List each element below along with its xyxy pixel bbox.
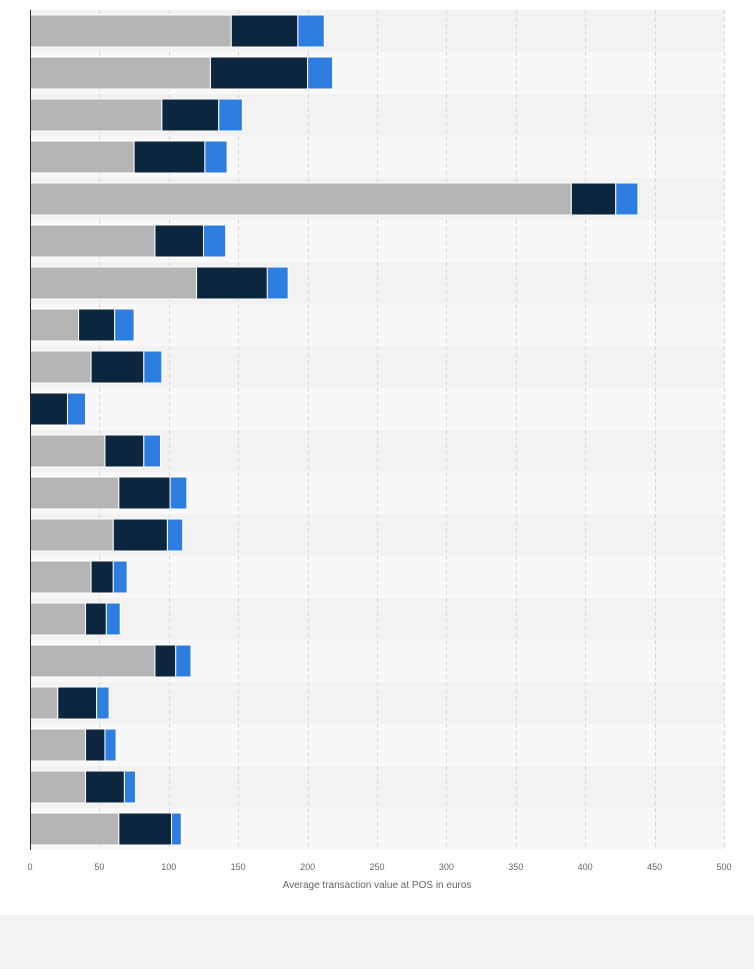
bar-segment-series-3[interactable] (166, 518, 184, 552)
bar-segment-series-3[interactable] (307, 56, 334, 90)
x-tick-label: 250 (369, 862, 384, 872)
bar-segment-series-2[interactable] (104, 434, 145, 468)
bar-segment-series-1[interactable] (29, 14, 232, 48)
bar-segment-series-1[interactable] (29, 56, 211, 90)
bar-segment-series-1[interactable] (29, 476, 120, 510)
x-tick-label: 200 (300, 862, 315, 872)
bar-segment-series-3[interactable] (218, 98, 243, 132)
bar-segment-series-2[interactable] (90, 350, 145, 384)
bar-segment-series-1[interactable] (29, 98, 163, 132)
x-axis-title: Average transaction value at POS in euro… (283, 880, 472, 891)
bar-segment-series-3[interactable] (204, 140, 228, 174)
bar-segment-series-3[interactable] (105, 602, 121, 636)
x-tick-label: 100 (161, 862, 176, 872)
bar-segment-series-3[interactable] (104, 728, 117, 762)
bar-segment-series-1[interactable] (29, 602, 87, 636)
bar-segment-series-1[interactable] (29, 224, 156, 258)
bar-segment-series-2[interactable] (230, 14, 299, 48)
x-tick-label: 400 (578, 862, 593, 872)
bar-segment-series-1[interactable] (29, 728, 87, 762)
bar-segment-series-2[interactable] (209, 56, 309, 90)
bar-segment-series-2[interactable] (85, 770, 125, 804)
x-tick-labels: 0 50 100 150 200 250 300 350 400 450 500 (27, 862, 731, 872)
x-tick-label: 150 (231, 862, 246, 872)
bar-segment-series-1[interactable] (29, 812, 120, 846)
bar-segment-series-3[interactable] (175, 644, 192, 678)
bar-segment-series-2[interactable] (112, 518, 168, 552)
x-tick-label: 350 (508, 862, 523, 872)
bar-segment-series-2[interactable] (85, 728, 106, 762)
bar-segment-series-1[interactable] (29, 560, 92, 594)
bar-segment-series-1[interactable] (29, 770, 87, 804)
x-tick-label: 0 (27, 862, 32, 872)
bar-segment-series-3[interactable] (143, 434, 161, 468)
bar-segment-series-1[interactable] (29, 644, 156, 678)
stacked-bar-chart: 0 50 100 150 200 250 300 350 400 450 500 Average t… (27, 10, 732, 891)
bar-segment-series-3[interactable] (112, 560, 128, 594)
bar-segment-series-2[interactable] (78, 308, 116, 342)
bar-segment-series-1[interactable] (29, 434, 106, 468)
bar-segment-series-2[interactable] (570, 182, 617, 216)
bar-segment-series-1[interactable] (29, 518, 114, 552)
bars-group (29, 14, 639, 846)
bar-segment-series-2[interactable] (118, 476, 171, 510)
x-tick-label: 500 (716, 862, 731, 872)
x-tick-label: 50 (94, 862, 104, 872)
bar-segment-series-3[interactable] (266, 266, 289, 300)
bar-segment-series-2[interactable] (57, 686, 98, 720)
bar-segment-series-1[interactable] (29, 350, 92, 384)
bar-segment-series-2[interactable] (118, 812, 173, 846)
bar-segment-series-1[interactable] (29, 686, 59, 720)
bar-segment-series-3[interactable] (114, 308, 135, 342)
bar-segment-series-2[interactable] (133, 140, 206, 174)
bar-segment-series-3[interactable] (66, 392, 87, 426)
bar-segment-series-1[interactable] (29, 182, 572, 216)
bar-segment-series-2[interactable] (161, 98, 220, 132)
bar-segment-series-3[interactable] (615, 182, 639, 216)
bar-segment-series-2[interactable] (196, 266, 268, 300)
bar-segment-series-1[interactable] (29, 308, 80, 342)
bar-segment-series-2[interactable] (85, 602, 107, 636)
bar-segment-series-1[interactable] (29, 140, 135, 174)
bar-segment-series-3[interactable] (169, 476, 188, 510)
footer-band (0, 915, 754, 969)
bar-segment-series-3[interactable] (297, 14, 325, 48)
bar-segment-series-3[interactable] (143, 350, 163, 384)
bar-segment-series-2[interactable] (154, 644, 177, 678)
x-tick-label: 300 (439, 862, 454, 872)
bar-segment-series-3[interactable] (171, 812, 182, 846)
bar-segment-series-2[interactable] (29, 392, 68, 426)
bar-segment-series-2[interactable] (90, 560, 114, 594)
bar-segment-series-3[interactable] (96, 686, 110, 720)
bar-segment-series-3[interactable] (123, 770, 136, 804)
bar-segment-series-1[interactable] (29, 266, 198, 300)
bar-segment-series-3[interactable] (203, 224, 227, 258)
chart-panel: 0 50 100 150 200 250 300 350 400 450 500 Average t… (0, 0, 754, 915)
x-tick-label: 450 (647, 862, 662, 872)
bar-segment-series-2[interactable] (154, 224, 204, 258)
